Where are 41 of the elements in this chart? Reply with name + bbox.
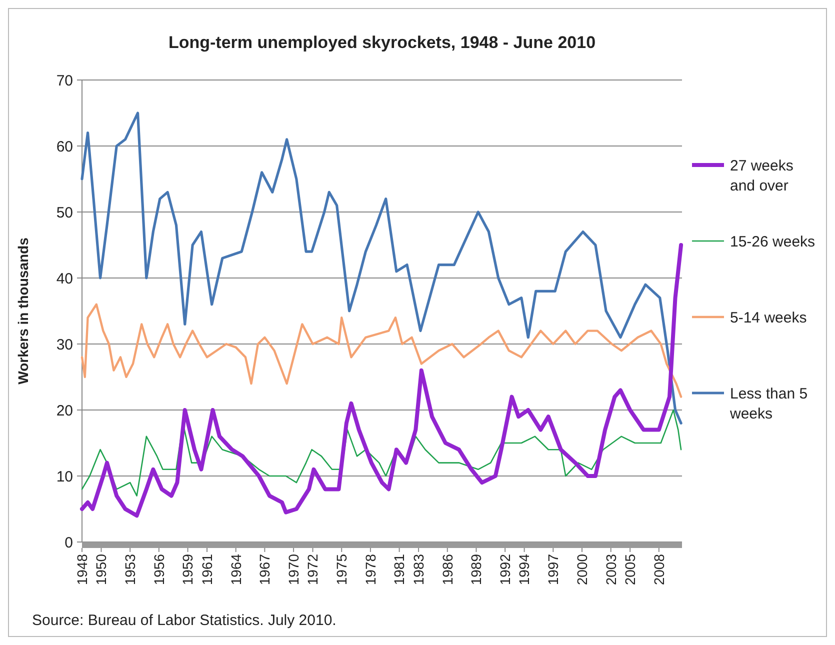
- y-tick-label: 10: [56, 468, 73, 486]
- x-tick-label: 1970: [285, 554, 302, 586]
- y-tick-label: 60: [56, 138, 73, 156]
- x-tick-label: 1950: [93, 554, 110, 586]
- line-series: [80, 112, 682, 424]
- x-tick-label: 1961: [198, 554, 215, 586]
- chart-title: Long-term unemployed skyrockets, 1948 - June 2010: [168, 33, 596, 52]
- x-tick-label: 1989: [468, 554, 484, 586]
- x-tick-label: 2005: [622, 554, 638, 586]
- x-tick-label: 1997: [545, 554, 562, 586]
- y-tick-label: 40: [56, 270, 73, 288]
- x-tick-label: 1956: [150, 554, 167, 586]
- legend-label: 27 weeks and over: [730, 157, 794, 194]
- x-tick-label: 1967: [256, 554, 273, 586]
- x-tick-label: 2008: [650, 554, 667, 586]
- x-tick-label: 1959: [180, 554, 196, 586]
- y-axis-title: Workers in thousands: [15, 237, 31, 384]
- x-tick-label: 2003: [602, 554, 619, 586]
- legend-label: 15-26 weeks: [730, 233, 816, 250]
- x-tick-label: 1972: [304, 554, 321, 586]
- line-series: [80, 303, 682, 398]
- x-tick-label: 1981: [391, 554, 408, 586]
- x-tick-label: 2000: [574, 554, 590, 586]
- legend-label: 5-14 weeks: [730, 309, 807, 326]
- y-tick-label: 30: [56, 336, 73, 354]
- x-tick-label: 1953: [122, 554, 138, 586]
- y-tick-label: 70: [56, 72, 73, 90]
- x-tick-label: 1994: [516, 554, 532, 586]
- legend-label: Less than 5 weeks: [729, 385, 808, 422]
- line-series: [80, 243, 684, 518]
- x-tick-label: 1975: [334, 554, 350, 586]
- y-tick-label: 50: [56, 204, 73, 222]
- x-tick-label: 1948: [74, 554, 90, 586]
- source-note: Source: Bureau of Labor Statistics. July 2010.: [32, 612, 336, 629]
- y-tick-label: 20: [56, 402, 73, 420]
- x-tick-label: 1983: [410, 554, 426, 586]
- x-tick-label: 1992: [496, 554, 513, 586]
- x-tick-label: 1978: [362, 554, 378, 586]
- y-tick-label: 0: [64, 534, 73, 552]
- x-tick-label: 1986: [439, 554, 456, 586]
- x-tick-label: 1964: [228, 554, 244, 586]
